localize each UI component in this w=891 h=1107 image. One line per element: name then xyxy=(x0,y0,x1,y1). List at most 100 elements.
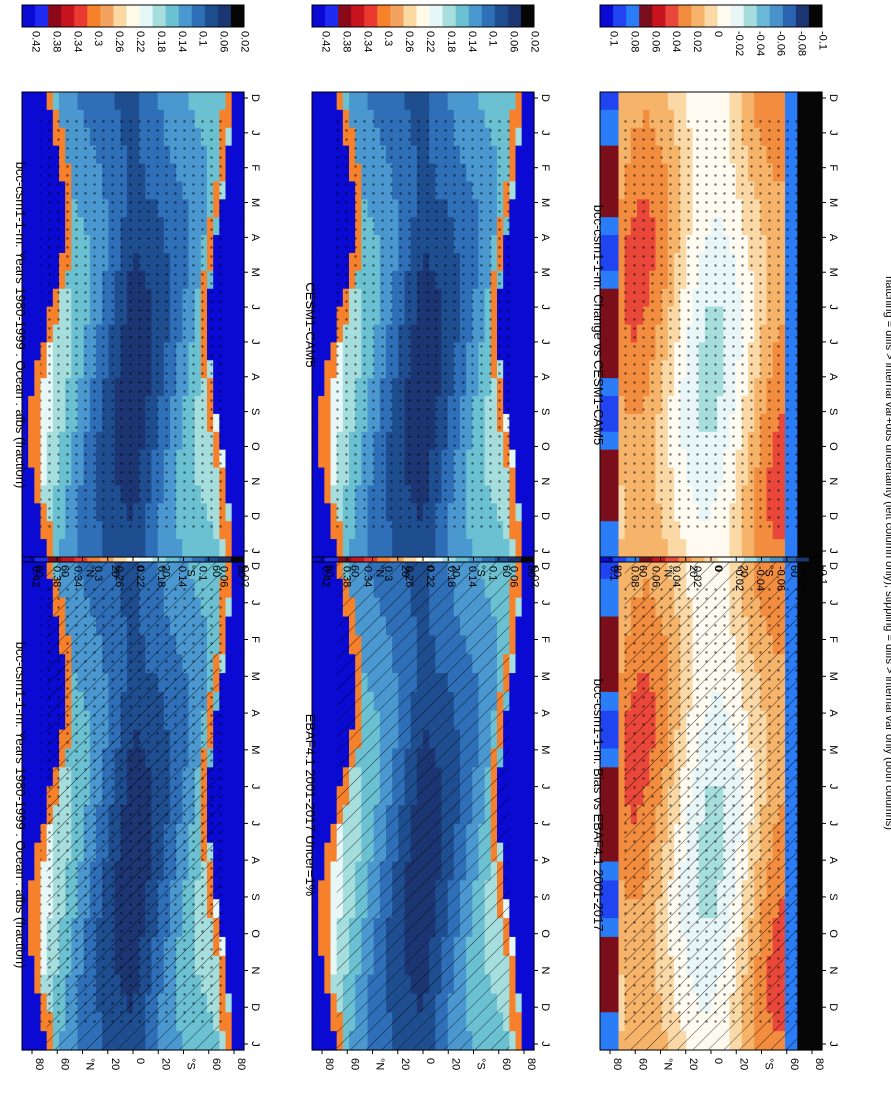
heatmap-cell xyxy=(83,539,91,558)
heatmap-cell xyxy=(324,342,332,361)
heatmap-cell xyxy=(509,1031,517,1051)
heatmap-cell xyxy=(22,748,29,768)
heatmap-cell xyxy=(28,767,35,787)
heatmap-cell xyxy=(612,805,620,825)
x-tick-label: M xyxy=(827,745,839,754)
heatmap-cell xyxy=(28,691,35,712)
heatmap-cell xyxy=(28,145,35,165)
heatmap-cell xyxy=(521,1012,529,1032)
heatmap-cell xyxy=(318,270,325,290)
heatmap-cell xyxy=(521,748,529,768)
heatmap-cell xyxy=(803,936,811,957)
x-tick-label: A xyxy=(539,709,551,717)
x-tick-label: J xyxy=(539,1041,551,1047)
heatmap-cell xyxy=(237,413,245,433)
heatmap-cell xyxy=(600,635,607,655)
heatmap-cell xyxy=(34,539,42,558)
heatmap-cell xyxy=(237,449,245,469)
heatmap-cell xyxy=(28,360,35,379)
heatmap-cell xyxy=(527,163,535,183)
heatmap-cell xyxy=(515,235,523,254)
heatmap-cell xyxy=(803,748,811,768)
heatmap-cell xyxy=(34,181,42,200)
heatmap-cell xyxy=(410,539,418,558)
heatmap-cell xyxy=(606,767,613,787)
colorbar-swatch xyxy=(165,5,180,27)
heatmap-cell xyxy=(367,92,375,111)
heatmap-cell xyxy=(527,360,535,379)
heatmap-cell xyxy=(312,918,319,938)
heatmap-cell xyxy=(28,805,35,825)
heatmap-cell xyxy=(22,449,29,469)
heatmap-cell xyxy=(404,92,412,111)
heatmap-cell xyxy=(515,199,523,218)
colorbar-swatch xyxy=(87,5,101,27)
y-tick-label: 0 xyxy=(712,1058,724,1064)
heatmap-cell xyxy=(237,396,245,415)
heatmap-cell xyxy=(404,539,412,558)
heatmap-cell xyxy=(225,485,233,504)
x-tick-label: J xyxy=(249,304,261,310)
x-tick-label: M xyxy=(249,745,261,754)
heatmap-cell xyxy=(815,578,823,599)
heatmap-cell xyxy=(28,842,35,863)
heatmap-cell xyxy=(231,306,239,326)
heatmap-cell xyxy=(330,578,338,599)
heatmap-cell xyxy=(231,127,239,147)
heatmap-cell xyxy=(521,252,529,272)
heatmap-cell xyxy=(22,710,29,731)
heatmap-cell xyxy=(612,861,620,881)
heatmap-cell xyxy=(600,729,607,750)
heatmap-cell xyxy=(509,597,517,618)
heatmap-cell xyxy=(809,578,817,599)
heatmap-cell xyxy=(515,378,523,397)
heatmap-cell xyxy=(515,955,523,976)
heatmap-cell xyxy=(225,767,233,787)
heatmap-cell xyxy=(527,1031,535,1051)
y-tick-label: °N xyxy=(374,1058,386,1070)
heatmap-cell xyxy=(28,861,35,881)
heatmap-cell xyxy=(324,1031,332,1051)
heatmap-cell xyxy=(527,431,535,451)
x-tick-label: M xyxy=(827,672,839,681)
heatmap-cell xyxy=(312,539,319,558)
heatmap-cell xyxy=(237,974,245,995)
x-tick-label: J xyxy=(249,339,261,345)
heatmap-cell xyxy=(231,635,239,655)
heatmap-cell xyxy=(606,974,613,995)
heatmap-cell xyxy=(324,217,332,236)
x-tick-label: D xyxy=(249,562,261,570)
heatmap-cell xyxy=(527,918,535,938)
colorbar-swatch xyxy=(139,5,153,27)
heatmap-cell xyxy=(34,378,42,397)
heatmap-cell xyxy=(324,360,332,379)
heatmap-cell xyxy=(330,691,338,712)
heatmap-cell xyxy=(22,342,29,361)
heatmap-cell xyxy=(312,597,319,618)
heatmap-cell xyxy=(22,691,29,712)
heatmap-cell xyxy=(312,767,319,787)
heatmap-cell xyxy=(815,805,823,825)
y-tick-label: °N xyxy=(84,1058,96,1070)
heatmap-cell xyxy=(237,654,245,674)
heatmap-cell xyxy=(237,691,245,712)
heatmap-cell xyxy=(231,503,239,522)
colorbar-label: 0.14 xyxy=(176,566,188,587)
heatmap-cell xyxy=(237,252,245,272)
heatmap-cell xyxy=(797,560,805,580)
heatmap-cell xyxy=(815,880,823,900)
heatmap-cell xyxy=(521,936,529,957)
heatmap-cell xyxy=(200,539,208,558)
heatmap-cell xyxy=(509,899,517,919)
heatmap-cell xyxy=(225,823,233,844)
heatmap-cell xyxy=(515,145,523,165)
heatmap-cell xyxy=(515,842,523,863)
hatching-overlay xyxy=(336,560,510,1050)
heatmap-cell xyxy=(803,673,811,693)
y-tick-label: 20 xyxy=(159,565,171,577)
heatmap-cell xyxy=(600,767,607,787)
heatmap-cell xyxy=(22,252,29,272)
heatmap-cell xyxy=(453,92,461,111)
heatmap-cell xyxy=(34,1031,42,1051)
heatmap-cell xyxy=(77,539,85,558)
